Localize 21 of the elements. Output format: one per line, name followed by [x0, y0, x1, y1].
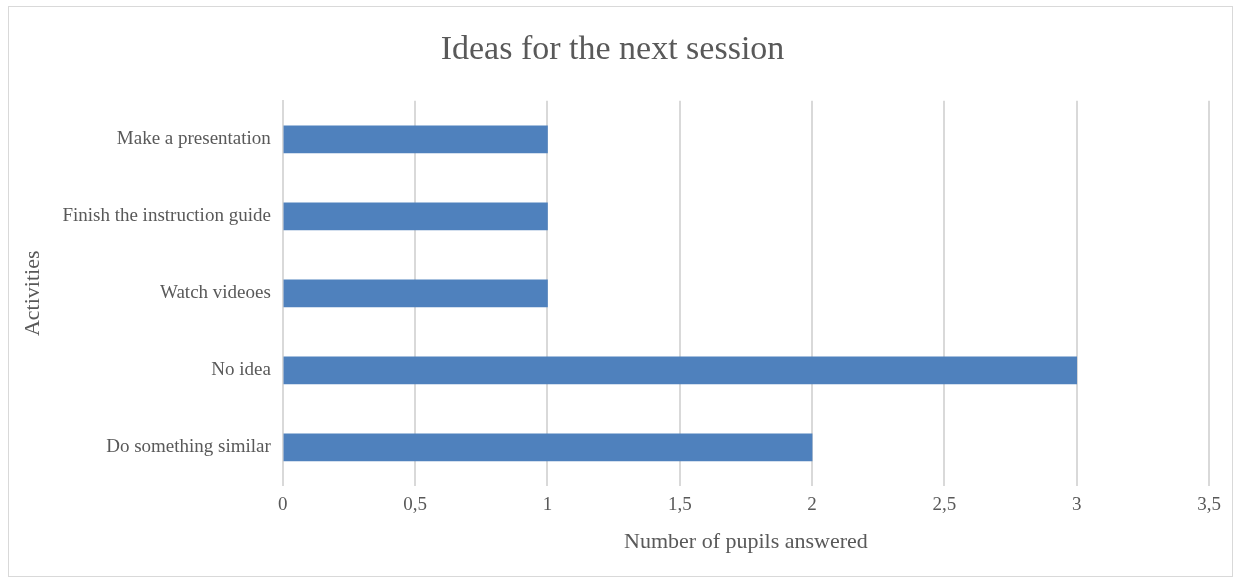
x-tick-label: 1 [542, 493, 553, 515]
y-tick-label: Do something similar [106, 435, 272, 457]
x-tick-label: 3 [1071, 493, 1082, 515]
x-tick-label: 2 [807, 493, 817, 515]
bar [283, 202, 548, 231]
bar [283, 279, 548, 308]
y-tick-label: Finish the instruction guide [62, 204, 271, 226]
bar [283, 356, 1078, 385]
x-tick-label: 0 [278, 493, 288, 515]
x-tick-label: 3,5 [1197, 493, 1221, 515]
x-tick-label: 0,5 [403, 493, 428, 515]
chart-title: Ideas for the next session [440, 29, 785, 67]
y-tick-label: Make a presentation [116, 127, 272, 149]
x-axis-title: Number of pupils answered [624, 527, 868, 553]
bar [283, 125, 548, 154]
y-tick-label: Watch videoes [160, 281, 271, 303]
bar [283, 433, 813, 462]
y-axis-title: Activities [18, 250, 44, 337]
x-tick-label: 2,5 [932, 493, 957, 515]
x-tick-label: 1,5 [667, 493, 692, 515]
y-tick-label: No idea [211, 358, 272, 380]
